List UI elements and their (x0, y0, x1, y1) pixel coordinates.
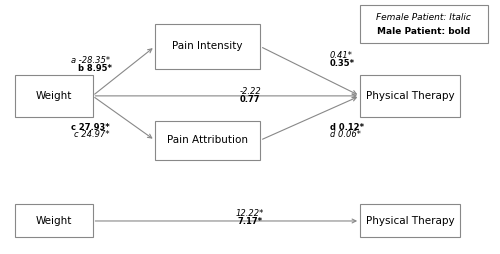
Text: Male Patient: bold: Male Patient: bold (377, 27, 470, 36)
Text: d 0.12*: d 0.12* (330, 122, 364, 132)
Text: 12.22*: 12.22* (236, 209, 264, 218)
Text: 0.77: 0.77 (240, 94, 260, 104)
Text: Physical Therapy: Physical Therapy (366, 91, 454, 101)
Text: Pain Attribution: Pain Attribution (167, 135, 248, 145)
Text: Pain Intensity: Pain Intensity (172, 41, 243, 51)
Text: 7.17*: 7.17* (238, 217, 262, 226)
Text: 0.41*: 0.41* (330, 51, 353, 60)
Text: c 24.97*: c 24.97* (74, 130, 110, 139)
Text: a -28.35*: a -28.35* (71, 56, 110, 66)
FancyBboxPatch shape (360, 5, 488, 43)
FancyBboxPatch shape (15, 204, 92, 237)
Text: b 8.95*: b 8.95* (78, 64, 112, 73)
FancyBboxPatch shape (360, 75, 460, 117)
Text: Physical Therapy: Physical Therapy (366, 216, 454, 226)
Text: 0.35*: 0.35* (330, 59, 355, 68)
Text: Weight: Weight (36, 91, 72, 101)
FancyBboxPatch shape (155, 121, 260, 160)
FancyBboxPatch shape (360, 204, 460, 237)
FancyBboxPatch shape (15, 75, 92, 117)
FancyBboxPatch shape (155, 24, 260, 69)
Text: c 27.93*: c 27.93* (72, 122, 110, 132)
Text: Weight: Weight (36, 216, 72, 226)
Text: -2.22: -2.22 (239, 87, 261, 96)
Text: d 0.06*: d 0.06* (330, 130, 361, 139)
Text: Female Patient: Italic: Female Patient: Italic (376, 13, 471, 22)
